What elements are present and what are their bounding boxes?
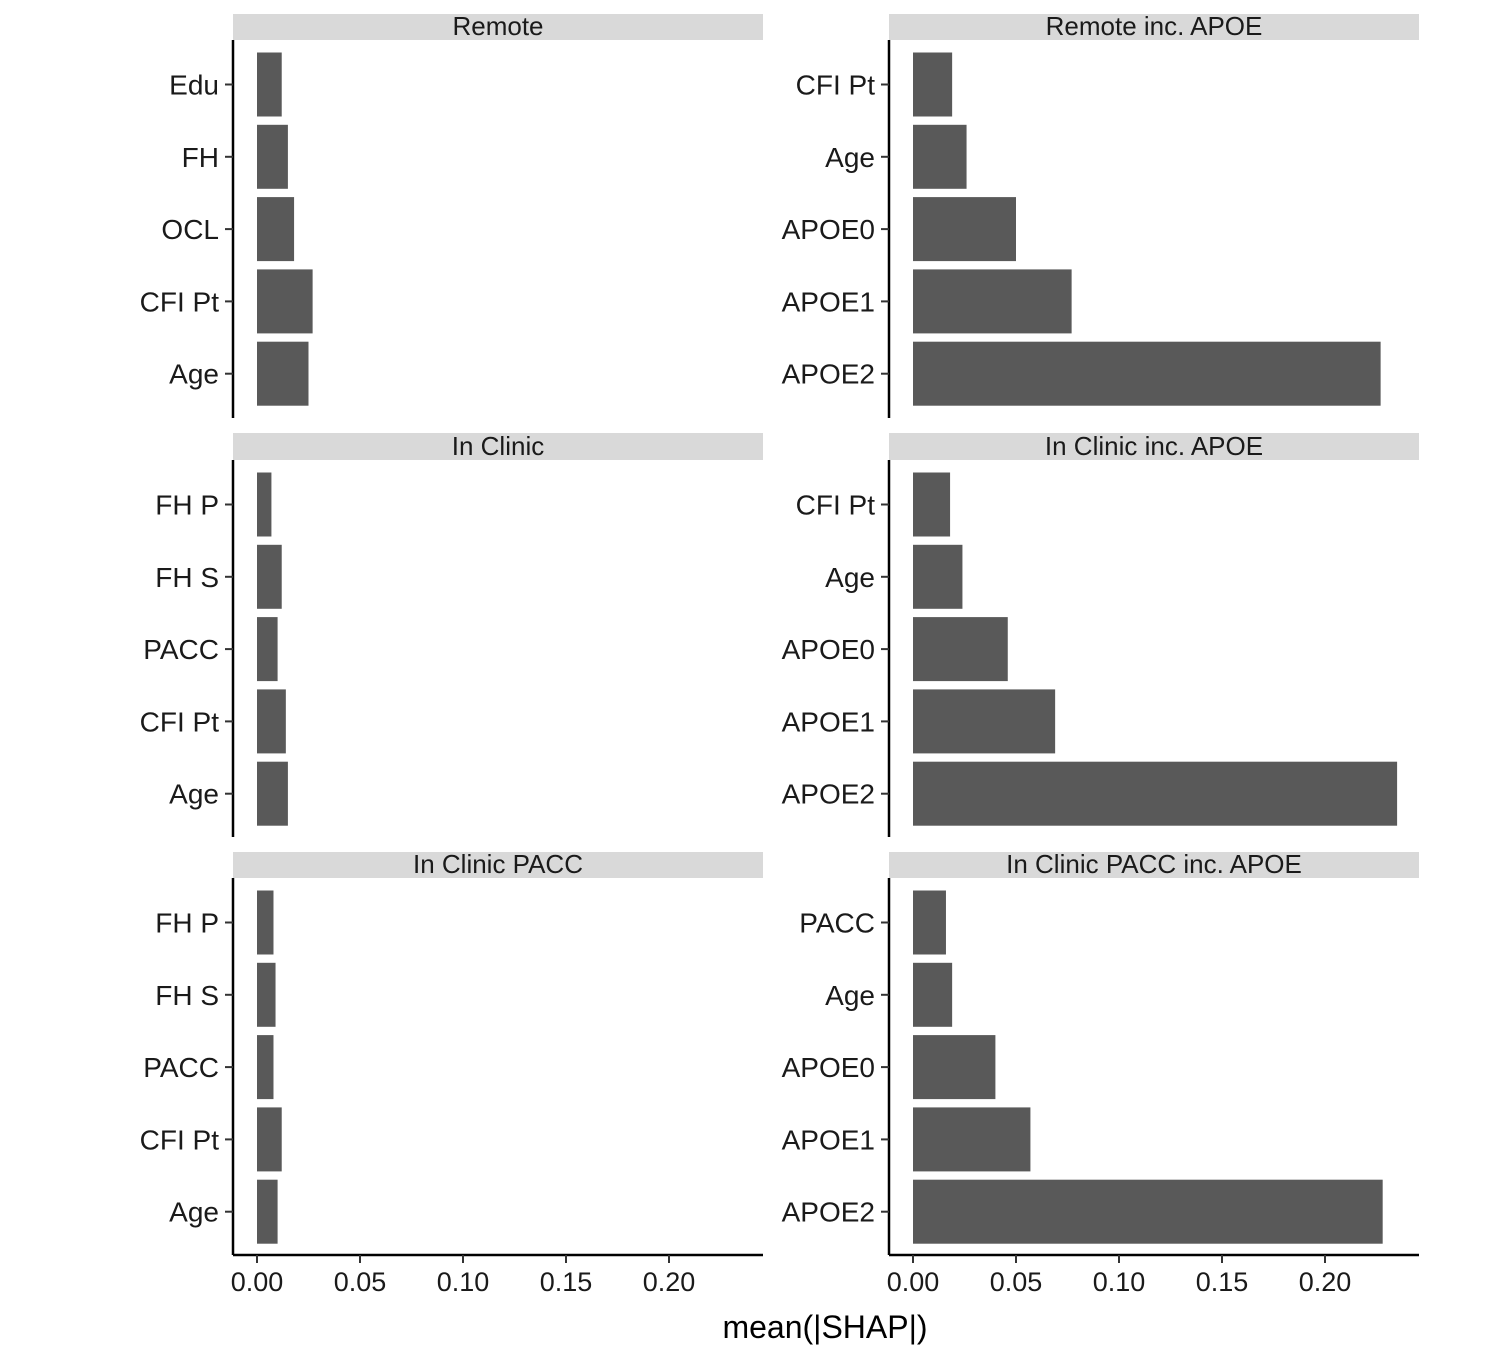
bar <box>913 544 963 609</box>
y-tick-label: FH S <box>155 562 219 593</box>
y-tick-label: APOE1 <box>782 1124 875 1155</box>
x-tick-label: 0.00 <box>231 1267 284 1297</box>
bar <box>913 1107 1031 1172</box>
x-tick-label: 0.05 <box>990 1267 1043 1297</box>
bar <box>257 962 276 1027</box>
facet-title: Remote <box>452 11 543 41</box>
x-tick-label: 0.05 <box>334 1267 387 1297</box>
bar <box>257 689 286 754</box>
bar <box>257 472 272 537</box>
bar <box>913 124 967 189</box>
y-tick-label: FH <box>182 142 219 173</box>
bar <box>257 197 295 262</box>
y-tick-label: Age <box>169 359 219 390</box>
y-tick-label: CFI Pt <box>140 1124 220 1155</box>
facet-panel: Remote Edu FH OCL CFI Pt Age <box>140 11 763 418</box>
y-tick-label: APOE1 <box>782 286 875 317</box>
y-tick-label: Age <box>825 562 875 593</box>
facet-panel: In Clinic PACC inc. APOE PACC Age APOE0 APOE… <box>782 849 1419 1297</box>
y-tick-label: OCL <box>161 214 219 245</box>
bar <box>257 1179 278 1244</box>
facet-title: In Clinic PACC <box>413 849 583 879</box>
bar <box>913 962 953 1027</box>
x-tick-label: 0.20 <box>1299 1267 1352 1297</box>
bar <box>257 544 282 609</box>
bar <box>913 689 1056 754</box>
y-tick-label: Edu <box>169 70 219 101</box>
y-tick-label: CFI Pt <box>796 490 876 521</box>
x-axis-title: mean(|SHAP|) <box>722 1309 927 1345</box>
y-tick-label: Age <box>169 779 219 810</box>
bar <box>913 269 1072 334</box>
facet-title: Remote inc. APOE <box>1046 11 1263 41</box>
y-tick-label: FH S <box>155 980 219 1011</box>
x-tick-label: 0.10 <box>437 1267 490 1297</box>
bar <box>913 1179 1383 1244</box>
y-tick-label: CFI Pt <box>140 706 220 737</box>
x-tick-label: 0.00 <box>887 1267 940 1297</box>
y-tick-label: CFI Pt <box>140 286 220 317</box>
bar <box>257 269 313 334</box>
bar <box>257 1107 282 1172</box>
y-tick-label: APOE2 <box>782 1197 875 1228</box>
x-tick-label: 0.15 <box>540 1267 593 1297</box>
y-tick-label: APOE0 <box>782 214 875 245</box>
y-tick-label: APOE0 <box>782 634 875 665</box>
bar <box>913 52 953 117</box>
x-tick-label: 0.20 <box>643 1267 696 1297</box>
y-tick-label: FH P <box>155 490 219 521</box>
facet-strip <box>889 433 1419 460</box>
panels-layer: Remote Edu FH OCL CFI Pt Age Remote inc. APOE C… <box>140 11 1419 1297</box>
x-tick-label: 0.15 <box>1196 1267 1249 1297</box>
facet-panel: In Clinic FH P FH S PACC CFI Pt Age <box>140 431 763 837</box>
y-tick-label: APOE1 <box>782 706 875 737</box>
facet-strip <box>233 852 763 878</box>
y-tick-label: APOE2 <box>782 359 875 390</box>
y-tick-label: Age <box>825 980 875 1011</box>
facet-strip <box>889 852 1419 878</box>
bar <box>257 761 288 826</box>
y-tick-label: FH P <box>155 908 219 939</box>
y-tick-label: PACC <box>143 634 219 665</box>
x-tick-label: 0.10 <box>1093 1267 1146 1297</box>
bar <box>257 341 309 406</box>
bar <box>913 761 1398 826</box>
bar <box>257 617 278 682</box>
facet-panel: In Clinic inc. APOE CFI Pt Age APOE0 APOE1 AP… <box>782 431 1419 837</box>
bar <box>913 341 1381 406</box>
y-tick-label: PACC <box>143 1052 219 1083</box>
y-tick-label: CFI Pt <box>796 70 876 101</box>
y-tick-label: APOE0 <box>782 1052 875 1083</box>
facet-strip <box>889 14 1419 40</box>
facet-strip <box>233 433 763 460</box>
facet-panel: In Clinic PACC FH P FH S PACC CFI Pt Age 0.00 0… <box>140 849 763 1297</box>
bar <box>257 1035 274 1100</box>
bar <box>257 52 282 117</box>
facet-title: In Clinic PACC inc. APOE <box>1006 849 1302 879</box>
bar <box>257 890 274 955</box>
y-tick-label: APOE2 <box>782 779 875 810</box>
bar <box>913 890 946 955</box>
bar <box>913 472 951 537</box>
bar <box>913 197 1016 262</box>
facet-title: In Clinic inc. APOE <box>1045 431 1263 461</box>
bar <box>913 1035 996 1100</box>
y-tick-label: Age <box>169 1197 219 1228</box>
facet-strip <box>233 14 763 40</box>
y-tick-label: PACC <box>799 908 875 939</box>
facet-title: In Clinic <box>452 431 544 461</box>
facet-panel: Remote inc. APOE CFI Pt Age APOE0 APOE1 APOE2 <box>782 11 1419 418</box>
bar <box>257 124 288 189</box>
bar <box>913 617 1008 682</box>
y-tick-label: Age <box>825 142 875 173</box>
